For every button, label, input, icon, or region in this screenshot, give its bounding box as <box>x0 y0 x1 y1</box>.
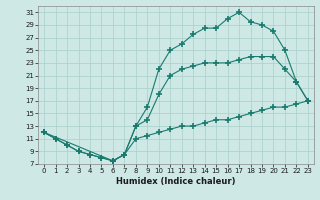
X-axis label: Humidex (Indice chaleur): Humidex (Indice chaleur) <box>116 177 236 186</box>
